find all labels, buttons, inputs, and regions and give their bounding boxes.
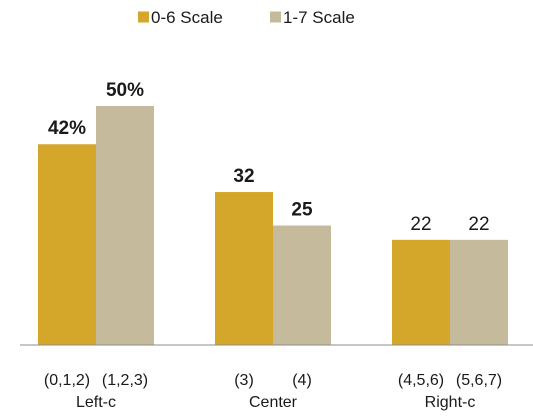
chart-legend: 0-6 Scale 1-7 Scale xyxy=(138,8,355,27)
legend-swatch-2 xyxy=(270,11,281,23)
x-sub-tick-left-c-2: (1,2,3) xyxy=(102,372,148,389)
x-sub-tick-right-c-2: (5,6,7) xyxy=(456,372,502,389)
bar-right-c-series-2 xyxy=(450,239,508,345)
chart-data-labels: 42% 50% 32 25 22 22 xyxy=(48,80,490,235)
bar-right-c-series-1 xyxy=(392,239,450,345)
chart-bars xyxy=(38,106,508,345)
data-label-center-series-2: 25 xyxy=(291,200,313,221)
legend-swatch-1 xyxy=(138,11,149,23)
x-category-label-center: Center xyxy=(249,394,298,411)
data-label-left-c-series-1: 42% xyxy=(48,118,86,139)
bar-center-series-2 xyxy=(273,225,331,345)
x-sub-tick-right-c-1: (4,5,6) xyxy=(398,372,444,389)
legend-label-2: 1-7 Scale xyxy=(283,8,355,27)
x-category-label-left-c: Left-c xyxy=(76,394,116,411)
x-sub-tick-left-c-1: (0,1,2) xyxy=(44,372,90,389)
data-label-right-c-series-2: 22 xyxy=(468,214,489,235)
x-category-label-right-c: Right-c xyxy=(425,394,476,411)
bar-left-c-series-2 xyxy=(96,106,154,345)
x-axis-tick-labels: (0,1,2) (1,2,3) Left-c (3) (4) Center (4,5,6) (… xyxy=(44,372,502,411)
bar-center-series-1 xyxy=(215,192,273,345)
data-label-right-c-series-1: 22 xyxy=(410,214,431,235)
legend-label-1: 0-6 Scale xyxy=(151,8,223,27)
data-label-left-c-series-2: 50% xyxy=(106,80,144,101)
x-sub-tick-center-1: (3) xyxy=(234,372,254,389)
bar-left-c-series-1 xyxy=(38,144,96,345)
x-sub-tick-center-2: (4) xyxy=(292,372,312,389)
data-label-center-series-1: 32 xyxy=(233,166,254,187)
